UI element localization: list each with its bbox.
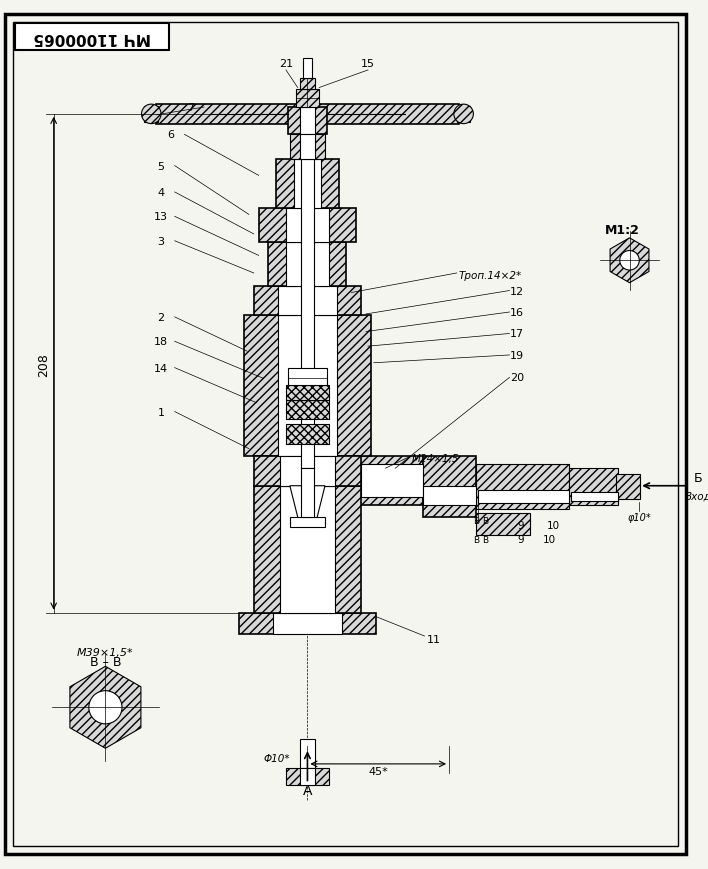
Text: В В: В В <box>474 517 489 526</box>
Bar <box>571 492 618 501</box>
Bar <box>286 401 329 420</box>
Text: 12: 12 <box>510 286 525 296</box>
Text: 3: 3 <box>158 236 164 247</box>
Text: 5: 5 <box>158 162 164 171</box>
Text: 20: 20 <box>510 373 525 383</box>
Circle shape <box>142 105 161 124</box>
Text: 45*: 45* <box>369 766 389 776</box>
Bar <box>361 465 423 498</box>
Bar <box>290 136 325 160</box>
Text: 9: 9 <box>517 521 523 530</box>
Bar <box>273 613 341 634</box>
Text: 6: 6 <box>167 130 174 140</box>
Bar <box>299 136 315 160</box>
Bar <box>286 242 329 286</box>
Text: М39×1,5*: М39×1,5* <box>77 647 134 657</box>
Text: Вход: Вход <box>685 491 708 501</box>
Bar <box>476 465 569 509</box>
Bar <box>244 315 371 457</box>
Polygon shape <box>70 667 141 748</box>
Polygon shape <box>610 239 649 283</box>
Text: Троп.14×2*: Троп.14×2* <box>459 270 522 281</box>
Bar <box>15 24 169 51</box>
Text: А: А <box>303 783 312 798</box>
Bar <box>144 107 158 123</box>
Text: М24×1,5: М24×1,5 <box>412 454 459 464</box>
Bar <box>290 517 325 527</box>
Bar <box>569 468 618 506</box>
Text: Φ10*: Φ10* <box>263 753 290 763</box>
Text: В – В: В – В <box>90 655 121 668</box>
Bar <box>253 486 361 613</box>
Text: 18: 18 <box>154 337 168 347</box>
Bar <box>476 514 530 535</box>
Text: 10: 10 <box>543 534 556 545</box>
Text: 11: 11 <box>428 634 441 644</box>
Bar <box>156 105 459 124</box>
Bar <box>280 486 335 613</box>
Bar <box>423 486 476 506</box>
Text: Б: Б <box>694 472 702 485</box>
Bar <box>253 286 361 315</box>
Text: 1: 1 <box>158 407 164 417</box>
Text: 2: 2 <box>157 313 164 322</box>
Bar <box>616 474 640 500</box>
Bar <box>301 468 314 517</box>
Bar <box>286 768 329 786</box>
Bar <box>457 107 470 123</box>
Text: 19: 19 <box>510 350 525 361</box>
Bar <box>301 147 314 468</box>
Text: 7: 7 <box>187 103 194 113</box>
Bar <box>258 209 356 242</box>
Circle shape <box>620 251 639 271</box>
Bar <box>299 768 315 786</box>
Text: 208: 208 <box>38 353 50 376</box>
Bar <box>286 209 329 242</box>
Text: 10: 10 <box>547 521 560 530</box>
Text: 4: 4 <box>157 188 164 198</box>
Bar <box>278 286 337 315</box>
Bar <box>253 457 361 486</box>
Bar <box>280 457 335 486</box>
Bar <box>299 739 315 768</box>
Text: φ10*: φ10* <box>627 513 651 522</box>
Polygon shape <box>290 486 325 525</box>
Text: В В: В В <box>474 535 489 544</box>
Bar <box>296 90 319 108</box>
Text: 15: 15 <box>361 59 375 69</box>
Bar <box>335 457 423 506</box>
Text: МЧ 11000065: МЧ 11000065 <box>33 30 151 45</box>
Bar <box>302 59 312 79</box>
Bar <box>478 490 569 504</box>
Bar <box>423 457 476 517</box>
Bar <box>239 613 376 634</box>
Bar <box>268 242 346 286</box>
Bar <box>286 425 329 444</box>
Text: 14: 14 <box>154 363 168 373</box>
Bar <box>276 160 338 209</box>
Circle shape <box>88 691 122 724</box>
Circle shape <box>454 105 474 124</box>
Bar <box>299 79 315 90</box>
Bar <box>286 386 329 401</box>
Text: 9: 9 <box>517 534 523 545</box>
Bar <box>299 108 315 136</box>
Bar <box>294 160 321 209</box>
Bar <box>278 315 337 457</box>
Bar <box>288 368 327 386</box>
Text: М1:2: М1:2 <box>605 223 640 236</box>
Text: 16: 16 <box>510 308 525 318</box>
Text: 21: 21 <box>279 59 293 69</box>
Text: 17: 17 <box>510 329 525 339</box>
Bar <box>288 108 327 136</box>
Text: 13: 13 <box>154 212 168 222</box>
